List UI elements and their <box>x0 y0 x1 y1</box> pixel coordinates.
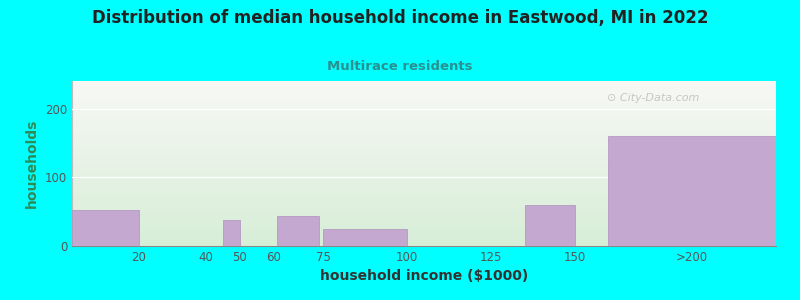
Y-axis label: households: households <box>26 119 39 208</box>
Bar <box>223 220 240 246</box>
X-axis label: household income ($1000): household income ($1000) <box>320 269 528 284</box>
Text: ⊙ City-Data.com: ⊙ City-Data.com <box>607 92 699 103</box>
Bar <box>323 229 407 246</box>
Text: Distribution of median household income in Eastwood, MI in 2022: Distribution of median household income … <box>92 9 708 27</box>
Bar <box>608 136 776 246</box>
Bar <box>278 216 319 246</box>
Text: Multirace residents: Multirace residents <box>327 60 473 73</box>
Bar <box>525 205 575 246</box>
Bar <box>72 210 139 246</box>
